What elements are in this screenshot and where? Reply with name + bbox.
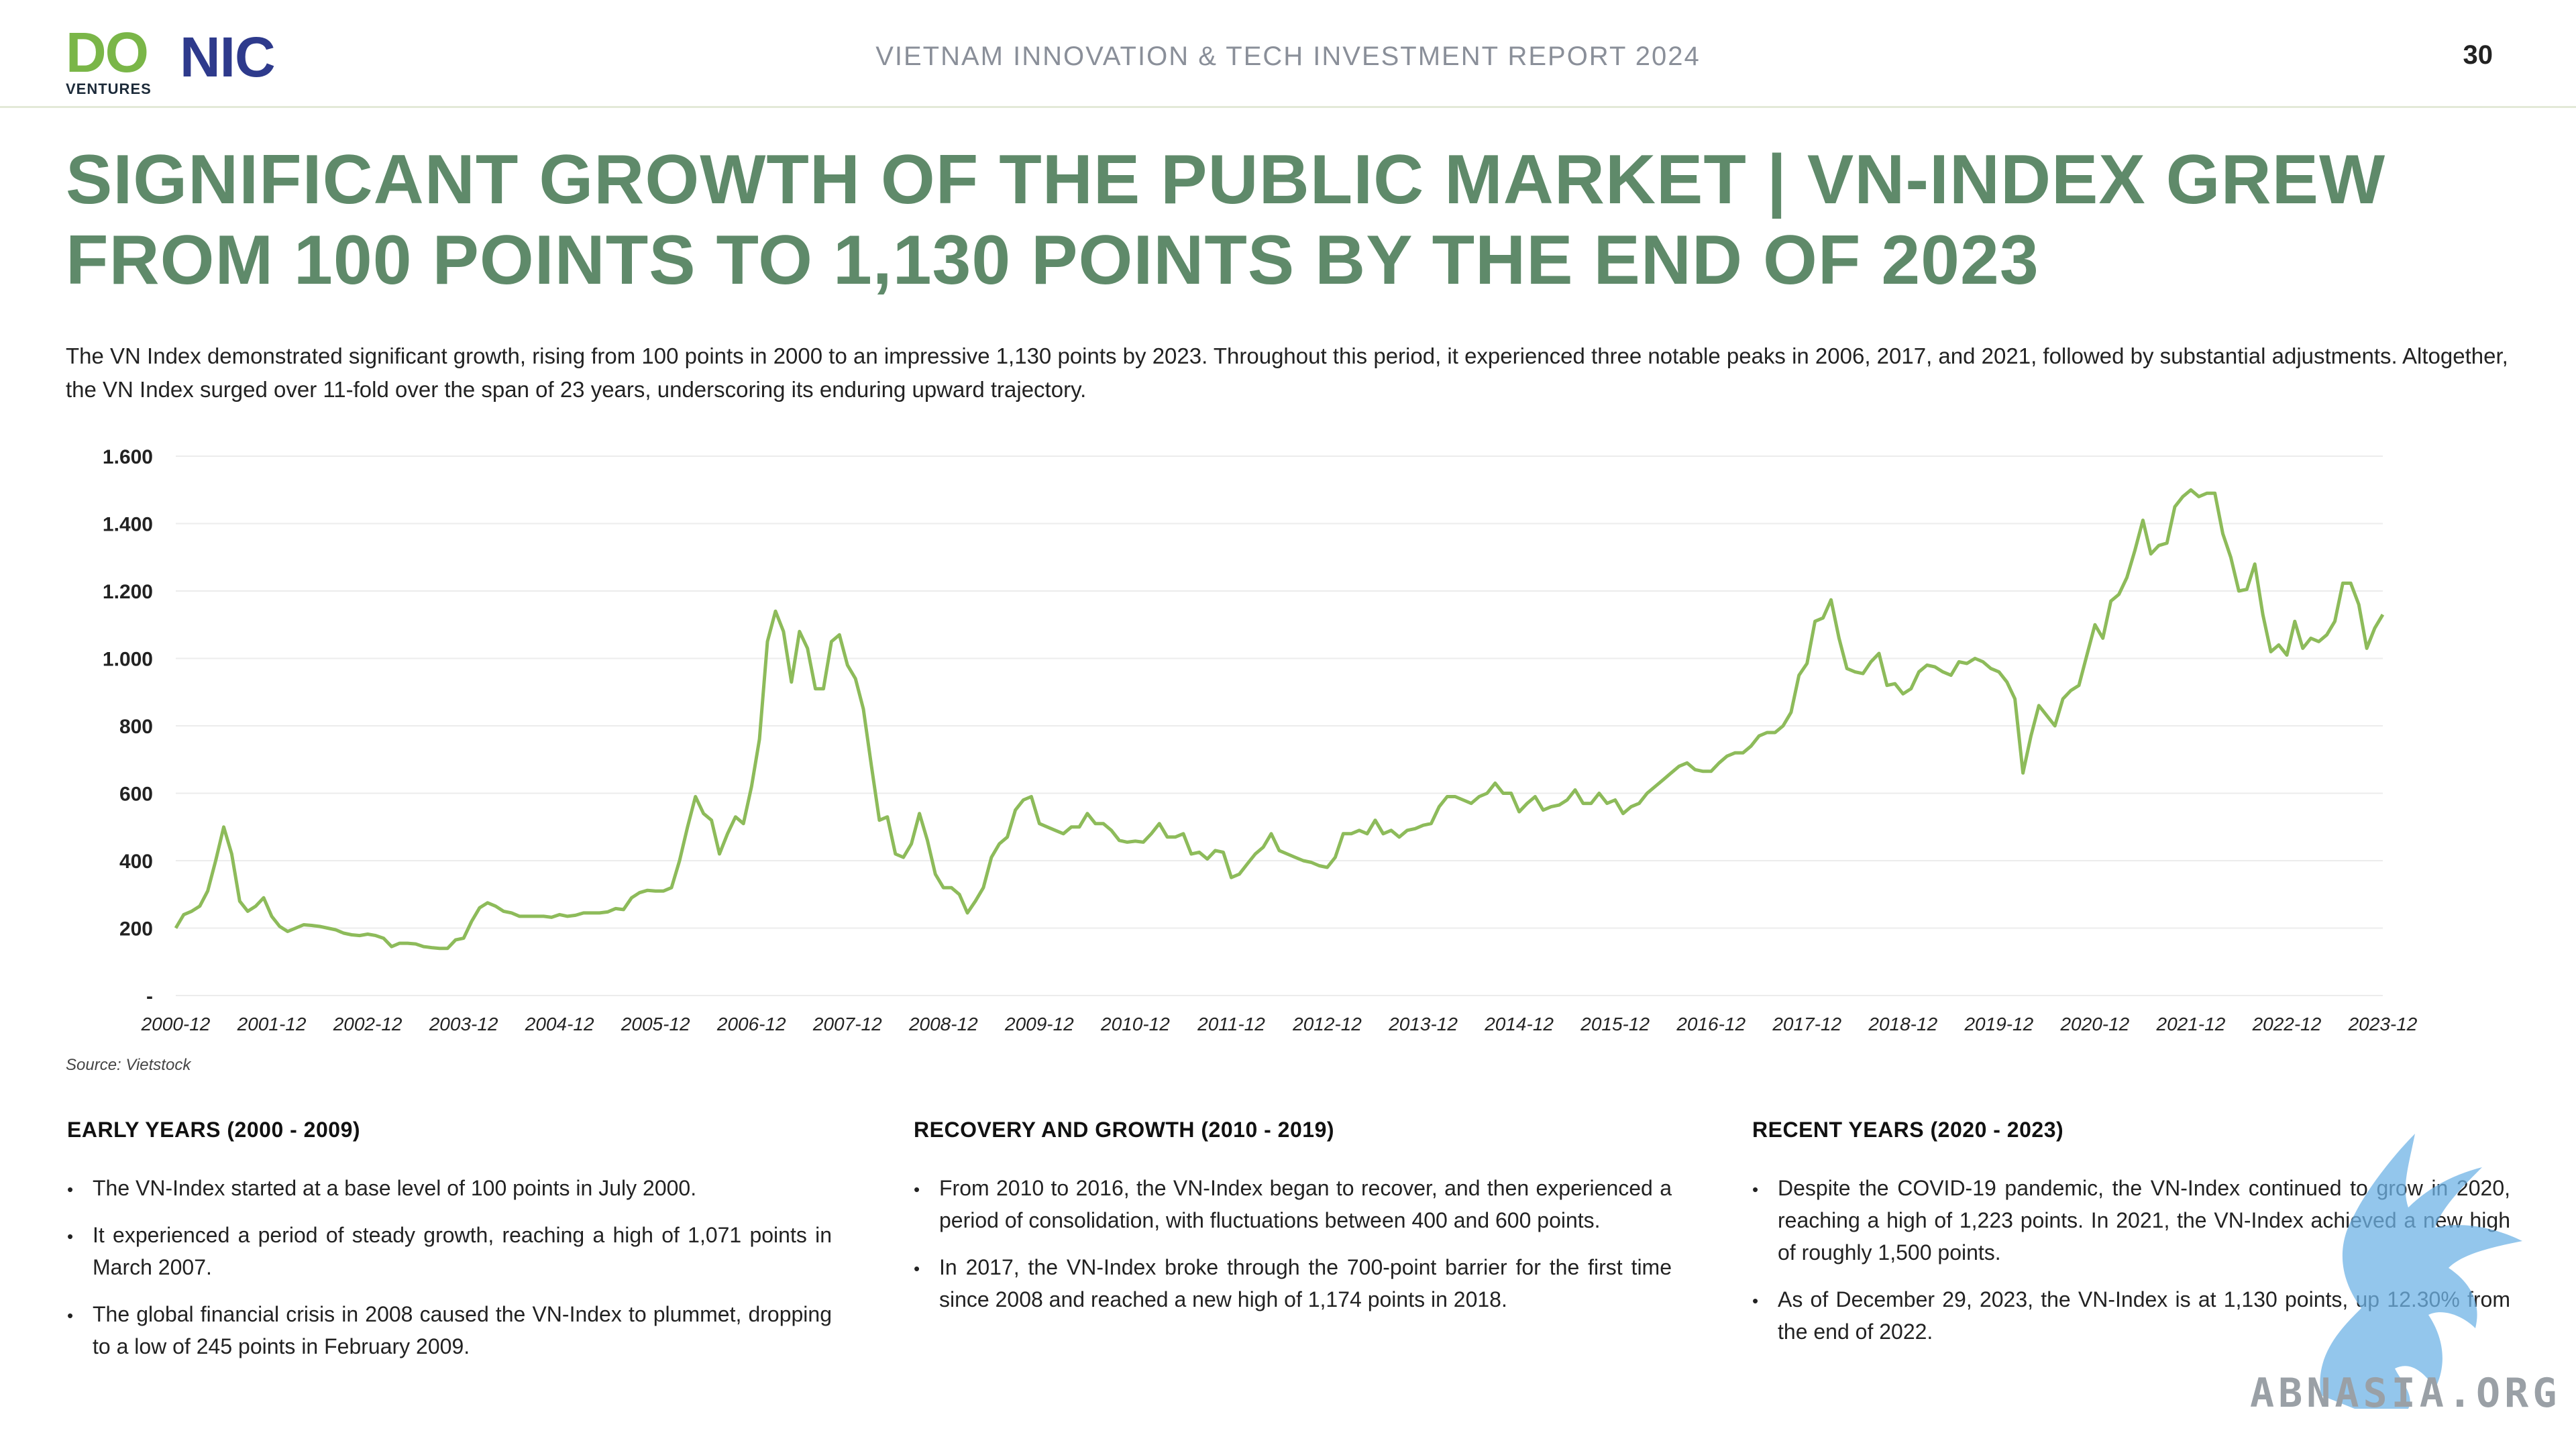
x-tick-label: 2003-12 [429, 1014, 498, 1034]
y-tick-label: 800 [119, 716, 153, 738]
nic-logo: NIC [180, 25, 276, 89]
logo-do-text: DO [66, 21, 149, 84]
x-tick-label: 2016-12 [1676, 1014, 1746, 1034]
early-years-section: EARLY YEARS (2000 - 2009) The VN-Index s… [67, 1118, 832, 1377]
x-tick-label: 2023-12 [2348, 1014, 2418, 1034]
x-tick-label: 2001-12 [237, 1014, 307, 1034]
x-tick-label: 2005-12 [621, 1014, 690, 1034]
recent-years-heading: RECENT YEARS (2020 - 2023) [1752, 1118, 2064, 1142]
list-item: It experienced a period of steady growth… [67, 1219, 832, 1283]
list-item: From 2010 to 2016, the VN-Index began to… [914, 1172, 1672, 1236]
y-tick-label: 1.400 [103, 514, 153, 536]
recovery-growth-list: From 2010 to 2016, the VN-Index began to… [914, 1172, 1672, 1316]
logo-do-subtext: VENTURES [66, 80, 152, 97]
list-item: The VN-Index started at a base level of … [67, 1172, 832, 1205]
page-title: SIGNIFICANT GROWTH OF THE PUBLIC MARKET … [66, 141, 2386, 299]
y-tick-label: 200 [119, 918, 153, 941]
x-tick-label: 2000-12 [141, 1014, 211, 1034]
report-title: VIETNAM INNOVATION & TECH INVESTMENT REP… [875, 42, 1701, 71]
x-tick-label: 2018-12 [1868, 1014, 1937, 1034]
vn-index-line-chart: - 200 400 600 800 1.000 1.200 1.400 1.600 2000-12… [103, 446, 2418, 1034]
x-tick-label: 2007-12 [812, 1014, 882, 1034]
y-tick-label: 1.600 [103, 446, 153, 468]
x-tick-label: 2004-12 [525, 1014, 594, 1034]
x-tick-label: 2015-12 [1580, 1014, 1650, 1034]
y-tick-label: - [146, 985, 153, 1008]
x-tick-label: 2012-12 [1292, 1014, 1362, 1034]
list-item: The global financial crisis in 2008 caus… [67, 1298, 832, 1362]
y-tick-label: 400 [119, 851, 153, 873]
x-tick-label: 2019-12 [1964, 1014, 2033, 1034]
watermark-dragon-icon [2320, 1134, 2522, 1409]
y-tick-label: 1.000 [103, 649, 153, 671]
x-tick-label: 2011-12 [1197, 1014, 1265, 1034]
y-tick-label: 600 [119, 784, 153, 806]
recovery-growth-section: RECOVERY AND GROWTH (2010 - 2019) From 2… [914, 1118, 1672, 1330]
x-tick-label: 2006-12 [716, 1014, 786, 1034]
logo-nic-text: NIC [180, 25, 276, 89]
watermark-text: ABNASIA.ORG [2250, 1370, 2561, 1417]
chart-source: Source: Vietstock [66, 1056, 191, 1074]
page-number: 30 [2463, 40, 2493, 70]
recovery-growth-heading: RECOVERY AND GROWTH (2010 - 2019) [914, 1118, 1335, 1142]
x-tick-label: 2013-12 [1388, 1014, 1458, 1034]
x-tick-label: 2008-12 [908, 1014, 978, 1034]
y-tick-label: 1.200 [103, 581, 153, 603]
x-tick-label: 2014-12 [1484, 1014, 1554, 1034]
x-tick-label: 2010-12 [1100, 1014, 1170, 1034]
x-tick-label: 2022-12 [2252, 1014, 2322, 1034]
do-ventures-logo: DO VENTURES [66, 21, 153, 98]
x-tick-label: 2020-12 [2059, 1014, 2129, 1034]
early-years-list: The VN-Index started at a base level of … [67, 1172, 832, 1362]
x-tick-label: 2009-12 [1004, 1014, 1074, 1034]
list-item: In 2017, the VN-Index broke through the … [914, 1251, 1672, 1316]
early-years-heading: EARLY YEARS (2000 - 2009) [67, 1118, 361, 1142]
x-tick-label: 2017-12 [1772, 1014, 1841, 1034]
x-tick-label: 2002-12 [333, 1014, 402, 1034]
x-tick-label: 2021-12 [2156, 1014, 2226, 1034]
page-header: DO VENTURES NIC VIETNAM INNOVATION & TEC… [0, 0, 2576, 108]
intro-paragraph: The VN Index demonstrated significant gr… [66, 343, 2508, 402]
vn-index-series-line [174, 488, 2385, 951]
